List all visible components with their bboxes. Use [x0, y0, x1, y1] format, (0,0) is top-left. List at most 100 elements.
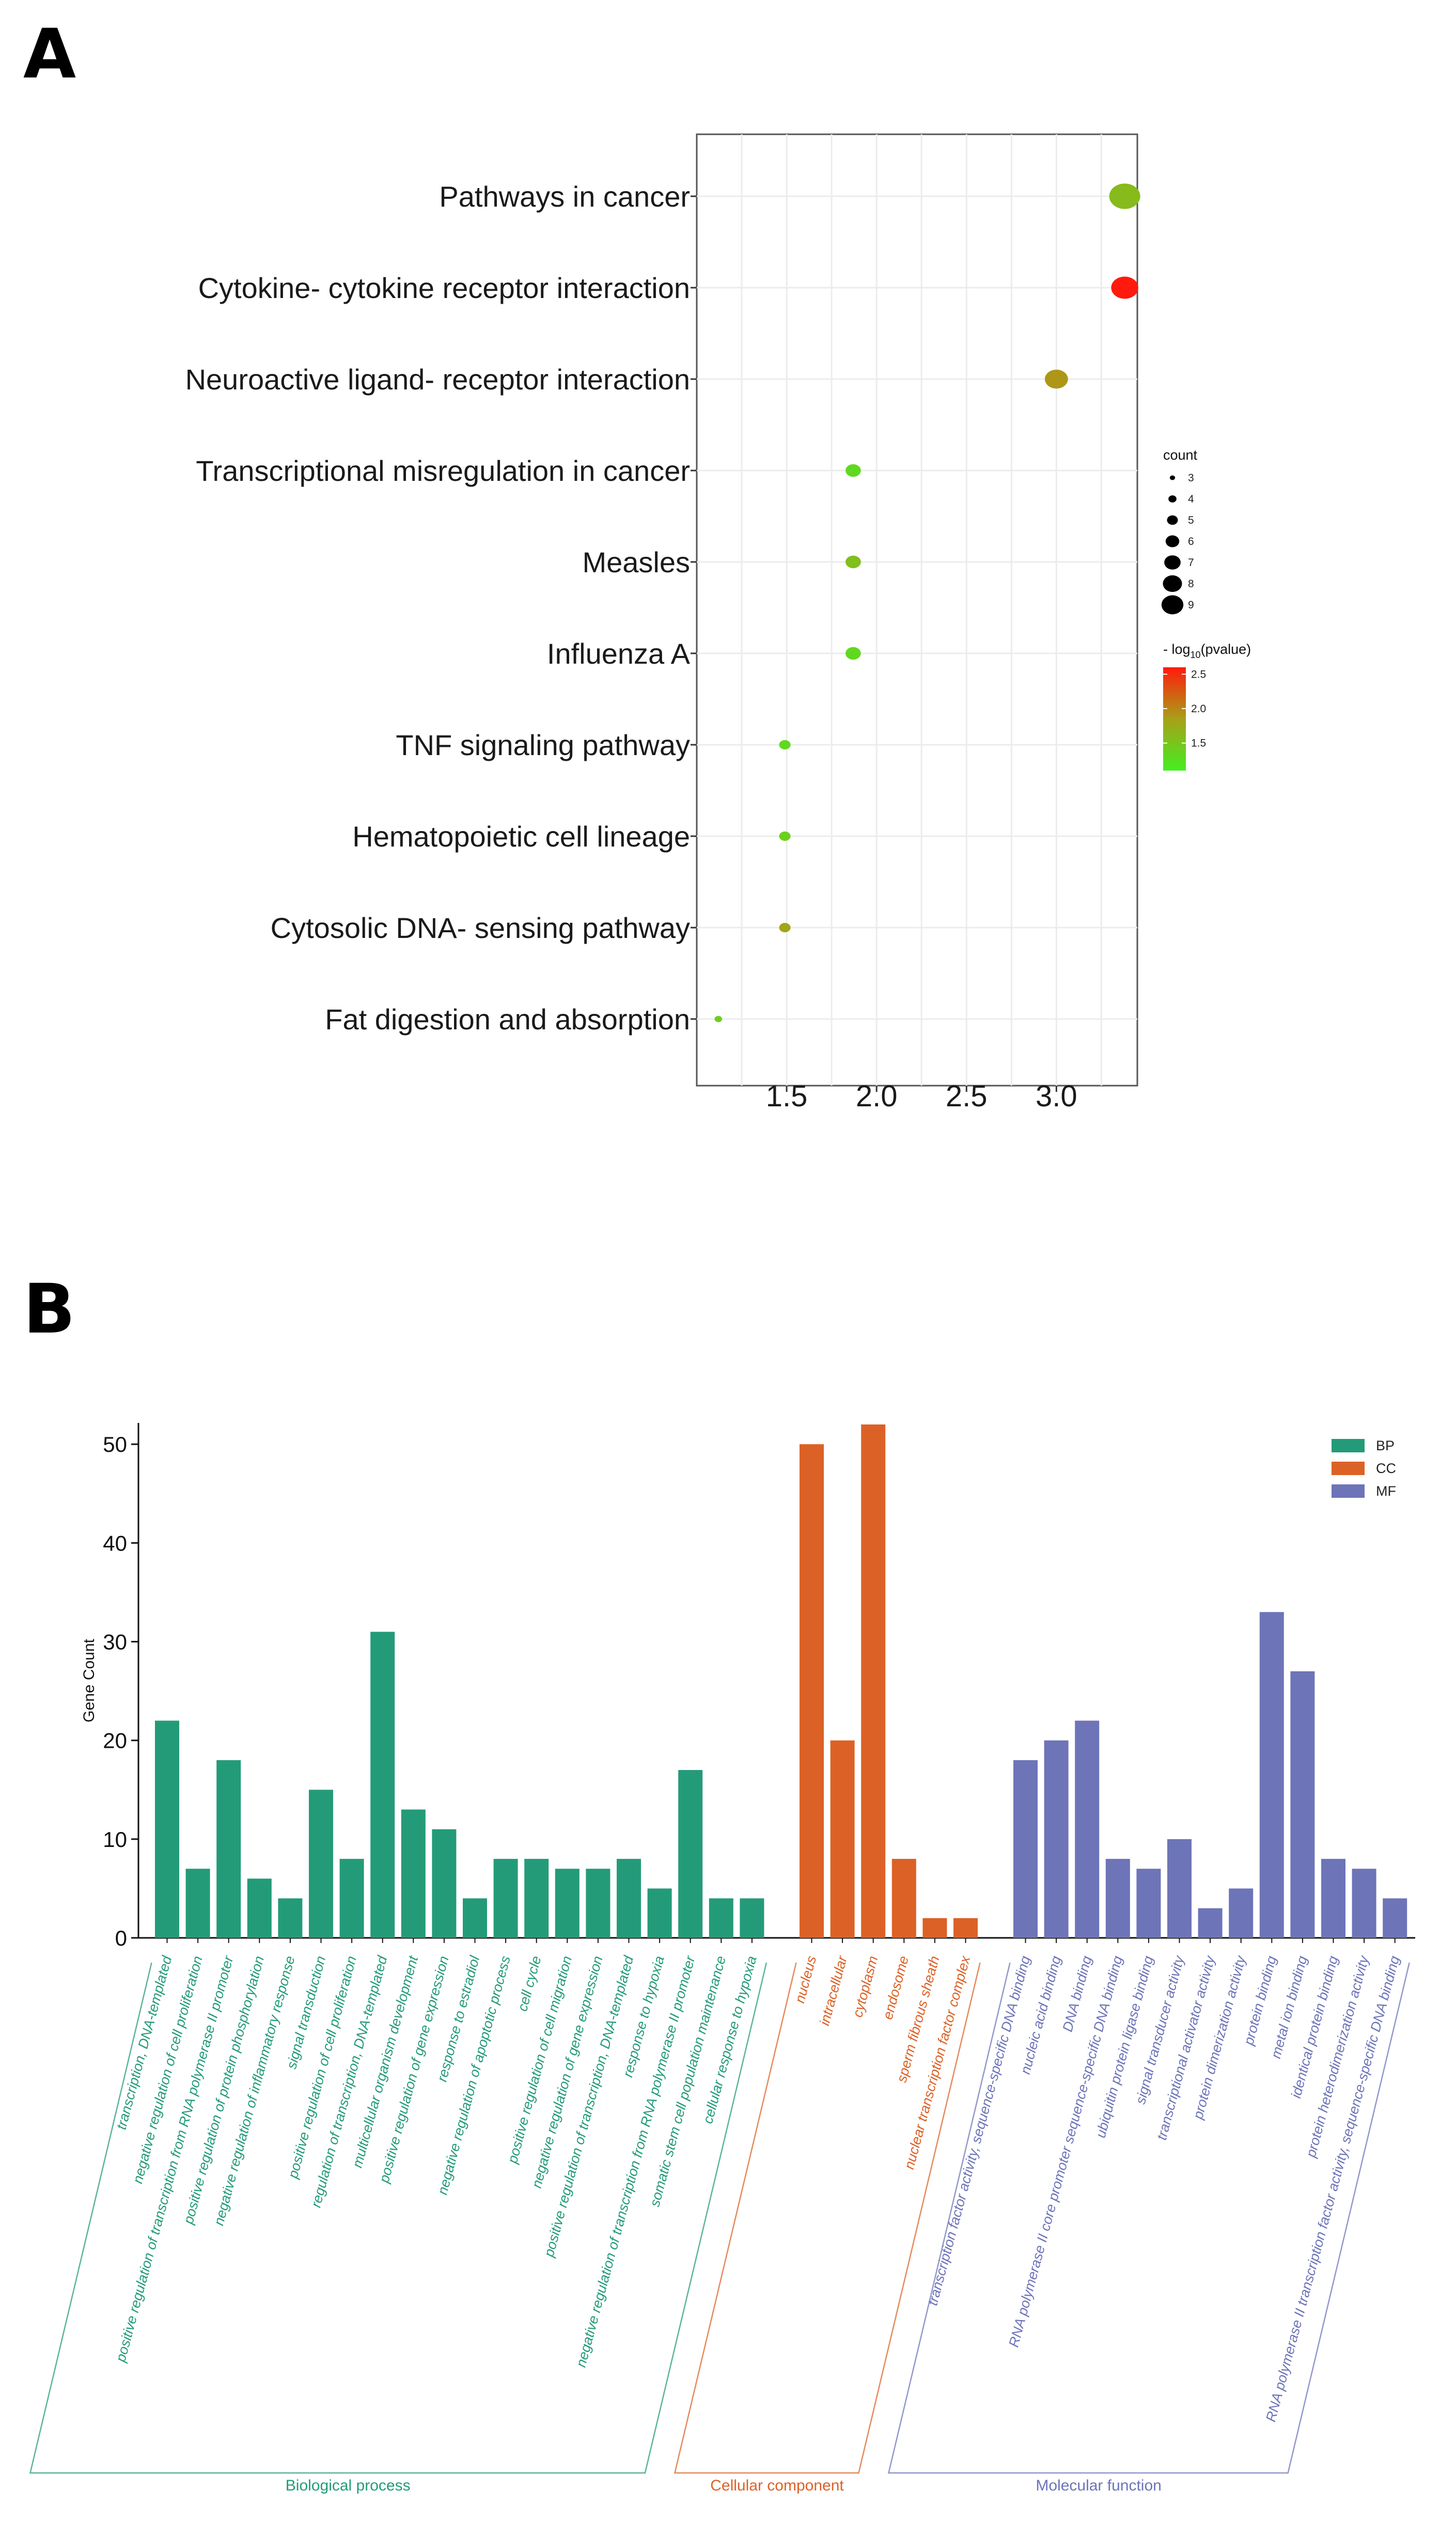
size-legend-dot — [1163, 575, 1182, 592]
bar — [401, 1809, 426, 1938]
size-legend-dot — [1169, 475, 1176, 480]
data-point — [779, 831, 791, 841]
bar — [586, 1869, 610, 1938]
data-point — [1109, 183, 1140, 209]
term-label: Influenza A — [547, 637, 691, 670]
size-legend-value: 3 — [1188, 472, 1194, 484]
data-point — [779, 922, 791, 933]
grid-lines — [697, 134, 1137, 1086]
x-axis-ticks: 1.5 2.0 2.5 3.0 — [766, 1079, 1077, 1113]
legend-swatch — [1332, 1484, 1365, 1498]
bar — [1013, 1760, 1038, 1938]
bar — [1044, 1740, 1069, 1938]
bar-label: endosome — [880, 1954, 912, 2022]
size-legend-dot — [1161, 595, 1184, 615]
bar-label: cell cycle — [514, 1954, 544, 2013]
x-tick-label: 1.5 — [766, 1079, 808, 1113]
y-tick-label: 10 — [103, 1827, 127, 1852]
bar — [1290, 1671, 1315, 1938]
bar — [1075, 1720, 1100, 1938]
bar — [339, 1859, 364, 1938]
legend-label: MF — [1376, 1483, 1396, 1499]
bar — [861, 1424, 886, 1938]
bar — [493, 1859, 518, 1938]
bar — [891, 1859, 916, 1938]
size-legend-value: 9 — [1188, 599, 1194, 611]
x-tick-label: 2.0 — [856, 1079, 898, 1113]
color-legend-title: - log10(pvalue) — [1163, 641, 1251, 660]
go-bar-chart: Gene Count 0 10 20 30 40 50 transcription, DN… — [29, 1423, 1415, 2494]
bar — [1198, 1908, 1223, 1938]
y-tick-label: 30 — [103, 1630, 127, 1654]
term-label: Measles — [582, 546, 690, 578]
size-legend-dot — [1167, 515, 1178, 525]
bar — [709, 1898, 733, 1938]
size-legend-dot — [1165, 535, 1180, 547]
enrichment-dot-plot: Pathways in cancer Cytokine- cytokine rec… — [185, 133, 1251, 1113]
bar-label: DNA binding — [1060, 1954, 1095, 2033]
bar — [1352, 1869, 1376, 1938]
size-legend-title: count — [1163, 447, 1198, 463]
group-label: Biological process — [286, 2477, 411, 2494]
legend-swatch — [1332, 1439, 1365, 1452]
bar — [216, 1760, 241, 1938]
group-bracket — [29, 1962, 768, 2474]
bar — [463, 1898, 487, 1938]
bar — [953, 1918, 978, 1938]
color-tick-label: 2.0 — [1191, 703, 1206, 715]
y-tick-label: 0 — [115, 1926, 127, 1950]
data-point — [846, 647, 861, 660]
plot-panel-border — [696, 133, 1138, 1087]
term-labels: Pathways in cancer Cytokine- cytokine rec… — [185, 180, 697, 1036]
bar-label: cytoplasm — [850, 1954, 881, 2019]
term-label: Pathways in cancer — [439, 180, 690, 213]
size-legend-value: 7 — [1188, 557, 1194, 569]
bar — [740, 1898, 764, 1938]
data-point — [1111, 276, 1138, 299]
color-tick-label: 2.5 — [1191, 668, 1206, 680]
y-tick-label: 20 — [103, 1729, 127, 1753]
bar — [1136, 1869, 1161, 1938]
y-tick-label: 50 — [103, 1432, 127, 1456]
legend-label: CC — [1376, 1461, 1396, 1476]
size-legend-value: 4 — [1188, 493, 1194, 505]
bar — [1105, 1859, 1130, 1938]
bar — [370, 1632, 395, 1938]
bar — [524, 1859, 549, 1938]
bar — [155, 1720, 179, 1938]
term-label: TNF signaling pathway — [396, 729, 690, 761]
size-legend-value: 6 — [1188, 536, 1194, 547]
group-bracket — [674, 1962, 981, 2474]
group-label: Cellular component — [710, 2477, 844, 2494]
bar-legend: BP CC MF — [1332, 1438, 1396, 1499]
data-point — [714, 1016, 723, 1022]
data-point — [1044, 369, 1068, 389]
y-tick-label: 40 — [103, 1531, 127, 1555]
data-point — [846, 464, 861, 477]
x-tick-label: 2.5 — [946, 1079, 988, 1113]
color-tick-label: 1.5 — [1191, 738, 1206, 749]
bar — [1321, 1859, 1345, 1938]
bar — [247, 1878, 272, 1938]
color-legend: - log10(pvalue) 2.5 2.0 1.5 — [1163, 641, 1251, 771]
x-tick-label: 3.0 — [1036, 1079, 1077, 1113]
legend-swatch — [1332, 1462, 1365, 1475]
bar — [678, 1770, 703, 1938]
term-label: Cytosolic DNA- sensing pathway — [271, 912, 690, 944]
bar — [922, 1918, 947, 1938]
y-axis-label: Gene Count — [81, 1638, 98, 1722]
size-legend-dot — [1168, 495, 1177, 503]
legend-label: BP — [1376, 1438, 1395, 1453]
panel-a-label: A — [23, 14, 76, 94]
bar — [278, 1898, 303, 1938]
size-legend-dot — [1164, 555, 1181, 570]
bar — [432, 1829, 457, 1938]
bar — [617, 1859, 641, 1938]
bar — [647, 1888, 672, 1938]
data-point — [779, 740, 791, 750]
bar — [1383, 1898, 1407, 1938]
bar-label: intracellular — [817, 1954, 850, 2027]
term-label: Hematopoietic cell lineage — [352, 820, 690, 853]
bar — [185, 1869, 210, 1938]
